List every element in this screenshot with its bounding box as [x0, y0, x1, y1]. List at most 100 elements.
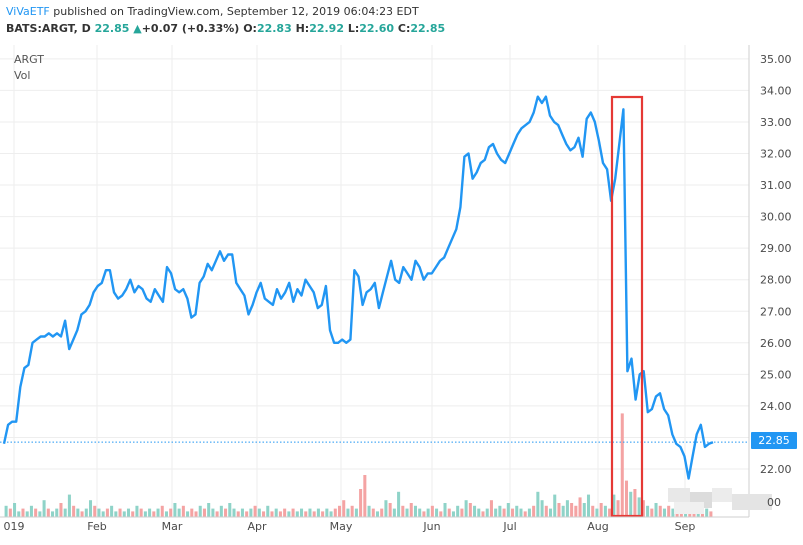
volume-bar [658, 505, 662, 517]
volume-bar [186, 511, 190, 517]
volume-bar [435, 508, 439, 517]
volume-bar [502, 508, 506, 517]
y-tick-label: 24.00 [760, 400, 792, 413]
volume-bar [110, 505, 114, 517]
volume-bar [439, 511, 443, 517]
volume-bar [418, 508, 422, 517]
watermark-blur [668, 488, 772, 514]
volume-bar [553, 494, 557, 517]
volume-bar [211, 508, 215, 517]
volume-bar [219, 505, 223, 517]
volume-bar [76, 508, 80, 517]
volume-bar [232, 508, 236, 517]
volume-bar [25, 511, 29, 517]
volume-bar [371, 508, 375, 517]
volume-bar [101, 511, 105, 517]
volume-bar [105, 508, 109, 517]
volume-bar [451, 511, 455, 517]
volume-bar [63, 508, 67, 517]
volume-bar [540, 500, 544, 517]
volume-bar [523, 511, 527, 517]
publisher-link[interactable]: ViVaETF [6, 5, 50, 18]
volume-bars [4, 413, 713, 517]
volume-bar [489, 500, 493, 517]
volume-bar [616, 500, 620, 517]
volume-bar [532, 505, 536, 517]
volume-bar [333, 508, 337, 517]
price-line[interactable] [2, 95, 714, 480]
volume-bar [97, 508, 101, 517]
volume-bar [384, 500, 388, 517]
y-tick-label: 35.00 [760, 53, 792, 66]
y-tick-label: 34.00 [760, 84, 792, 97]
volume-bar [181, 505, 185, 517]
volume-bar [426, 508, 430, 517]
volume-bar [599, 503, 603, 517]
volume-bar [397, 491, 401, 517]
open-label: O: [243, 22, 257, 35]
volume-bar [494, 508, 498, 517]
volume-bar [422, 511, 426, 517]
x-tick-label: Feb [87, 520, 106, 533]
volume-bar [662, 508, 666, 517]
volume-bar [287, 511, 291, 517]
volume-legend: Vol [14, 69, 30, 82]
volume-bar [270, 511, 274, 517]
volume-bar [38, 511, 42, 517]
volume-bar [177, 508, 181, 517]
volume-bar [519, 508, 523, 517]
volume-bar [67, 494, 71, 517]
volume-bar [202, 508, 206, 517]
volume-bar [173, 503, 177, 517]
volume-bar [249, 508, 253, 517]
volume-bar [464, 500, 468, 517]
last-price-tag: 22.85 [751, 432, 797, 449]
volume-bar [300, 508, 304, 517]
x-tick-label: Apr [247, 520, 267, 533]
volume-bar [164, 511, 168, 517]
volume-bar [544, 505, 548, 517]
volume-bar [413, 505, 417, 517]
volume-bar [316, 508, 320, 517]
symbol-legend: ARGT [14, 53, 44, 66]
volume-bar [498, 505, 502, 517]
volume-bar [515, 505, 519, 517]
volume-bar [114, 511, 118, 517]
publish-line: ViVaETF published on TradingView.com, Se… [6, 3, 445, 20]
volume-bar [578, 497, 582, 517]
volume-bar [629, 491, 633, 517]
volume-bar [637, 497, 641, 517]
low-value: 22.60 [359, 22, 395, 35]
volume-bar [447, 508, 451, 517]
volume-bar [278, 511, 282, 517]
volume-bar [321, 511, 325, 517]
volume-bar [72, 505, 76, 517]
close-value: 22.85 [410, 22, 446, 35]
volume-bar [363, 475, 367, 517]
partial-tick-label: 00 [767, 496, 781, 509]
x-tick-label: May [330, 520, 353, 533]
x-tick-label: Mar [162, 520, 183, 533]
volume-bar [565, 500, 569, 517]
volume-bar [570, 503, 574, 517]
volume-bar [671, 508, 675, 517]
volume-bar [392, 508, 396, 517]
volume-bar [443, 503, 447, 517]
y-tick-label: 32.00 [760, 148, 792, 161]
volume-bar [245, 511, 249, 517]
volume-bar [380, 508, 384, 517]
volume-bar [169, 508, 173, 517]
volume-bar [337, 505, 342, 517]
volume-bar [135, 505, 139, 517]
volume-bar [21, 508, 25, 517]
volume-bar [118, 508, 122, 517]
volume-bar [51, 511, 55, 517]
y-tick-label: 25.00 [760, 368, 792, 381]
volume-bar [8, 508, 12, 517]
volume-bar [93, 505, 97, 517]
volume-bar [456, 505, 460, 517]
chart-header: ViVaETF published on TradingView.com, Se… [6, 3, 445, 37]
volume-bar [641, 500, 645, 517]
volume-bar [190, 508, 194, 517]
